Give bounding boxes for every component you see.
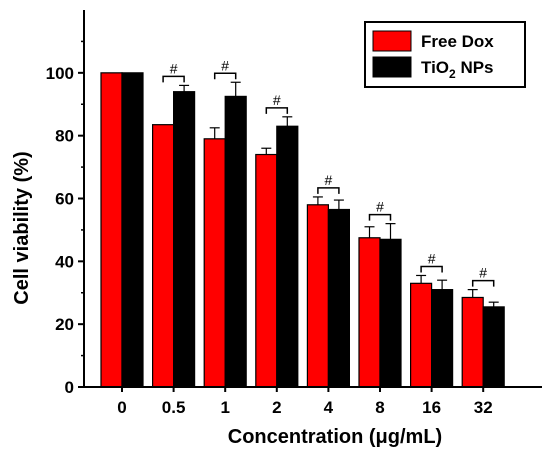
- significance-label: #: [273, 92, 281, 108]
- bar: [173, 91, 196, 388]
- legend-swatch-free-dox: [372, 30, 412, 52]
- legend-label-free-dox: Free Dox: [421, 32, 494, 51]
- axes: 0 20 40 60 80 100 0 0.5 1 2 4 8 16 32: [46, 10, 542, 417]
- legend-swatch-tio2-nps: [372, 56, 412, 78]
- y-tick-label: 80: [55, 127, 74, 146]
- bar: [461, 296, 484, 388]
- y-tick-label: 60: [55, 190, 74, 209]
- bar: [358, 237, 381, 388]
- y-tick-label: 0: [65, 378, 74, 397]
- legend-label-tio2-nps: TiO2 NPs: [421, 58, 494, 81]
- bar: [431, 289, 454, 388]
- y-tick-label: 40: [55, 252, 74, 271]
- bar: [482, 306, 505, 388]
- bar: [327, 208, 350, 388]
- significance-label: #: [170, 60, 178, 76]
- x-tick-label: 0: [117, 398, 126, 417]
- x-tick-label: 8: [375, 398, 384, 417]
- bar: [203, 138, 226, 388]
- significance-bracket: [162, 75, 185, 83]
- bar: [100, 72, 123, 388]
- bar: [224, 95, 247, 388]
- bar: [379, 238, 402, 388]
- legend: Free Dox TiO2 NPs: [364, 21, 526, 88]
- significance-bracket: [213, 72, 237, 80]
- y-tick-label: 100: [46, 64, 74, 83]
- significance-label: #: [428, 250, 436, 266]
- x-tick-label: 16: [422, 398, 441, 417]
- bar: [255, 153, 278, 388]
- significance-label: #: [325, 172, 333, 188]
- significance-label: #: [376, 199, 384, 215]
- significance-bracket: [317, 187, 340, 194]
- bar: [152, 124, 175, 388]
- y-tick-label: 20: [55, 315, 74, 334]
- plot-area: # # # # # # #: [100, 57, 505, 388]
- significance-bracket: [368, 213, 392, 221]
- x-tick-label: 2: [272, 398, 281, 417]
- bar: [410, 282, 433, 388]
- significance-label: #: [221, 57, 229, 73]
- y-axis-title: Cell viability (%): [11, 151, 33, 304]
- significance-bracket: [471, 279, 495, 287]
- significance-bracket: [265, 107, 289, 114]
- significance-label: #: [479, 265, 487, 281]
- x-tick-label: 32: [474, 398, 493, 417]
- x-tick-label: 1: [220, 398, 229, 417]
- x-tick-label: 0.5: [162, 398, 186, 417]
- x-axis-title: Concentration (μg/mL): [228, 426, 442, 448]
- significance-bracket: [420, 265, 443, 273]
- bar: [306, 204, 329, 388]
- bar: [276, 125, 299, 388]
- x-tick-label: 4: [324, 398, 334, 417]
- bar: [121, 72, 144, 388]
